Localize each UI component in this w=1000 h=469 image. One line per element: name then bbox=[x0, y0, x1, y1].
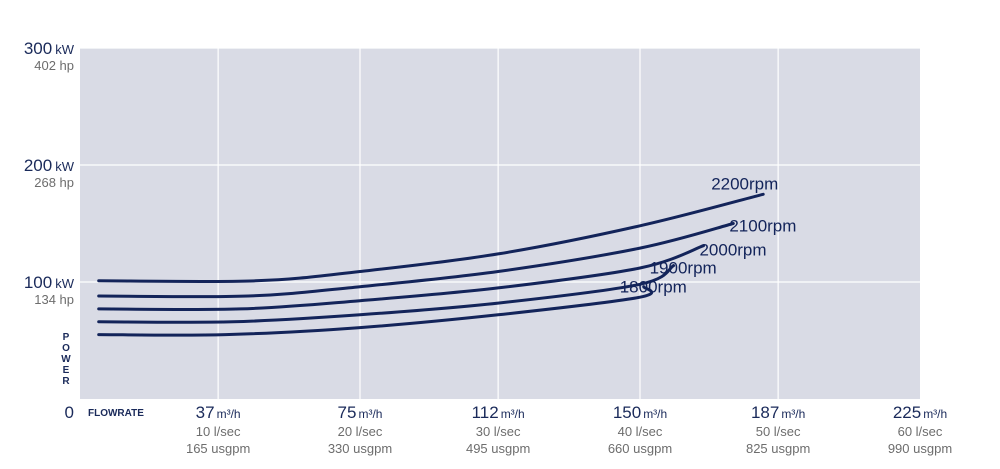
x-tick-value: 187 bbox=[751, 403, 779, 422]
x-tick-unit: m³/h bbox=[923, 407, 947, 421]
x-tick-label: 112 m³/h bbox=[472, 403, 525, 422]
series-label: 2200rpm bbox=[711, 174, 778, 193]
x-tick-sub-label: 50 l/sec bbox=[756, 424, 801, 439]
x-tick-label: 150 m³/h bbox=[613, 403, 667, 422]
series-line bbox=[97, 285, 654, 337]
x-tick-sub-label: 495 usgpm bbox=[466, 441, 530, 456]
series-label: 1800rpm bbox=[620, 278, 687, 297]
x-tick-sub-label: 20 l/sec bbox=[338, 424, 383, 439]
x-tick-unit: m³/h bbox=[643, 407, 667, 421]
x-axis-label: FLOWRATE bbox=[88, 408, 144, 419]
series-line bbox=[97, 244, 705, 312]
y-tick-unit: kW bbox=[55, 276, 75, 291]
series-label: 2100rpm bbox=[729, 217, 796, 236]
x-tick-sub-label: 40 l/sec bbox=[618, 424, 663, 439]
x-tick-sub-label: 30 l/sec bbox=[476, 424, 521, 439]
series-line bbox=[97, 222, 735, 299]
x-tick-sub-label: 165 usgpm bbox=[186, 441, 250, 456]
x-tick-unit: m³/h bbox=[501, 407, 525, 421]
y-tick-value: 100 bbox=[24, 273, 52, 292]
x-tick-sub-label: 330 usgpm bbox=[328, 441, 392, 456]
y-axis-label-letter: W bbox=[61, 354, 71, 365]
x-tick-sub-label: 990 usgpm bbox=[888, 441, 952, 456]
x-tick-value: 37 bbox=[196, 403, 215, 422]
x-tick-unit: m³/h bbox=[358, 407, 382, 421]
series-line bbox=[97, 192, 765, 284]
plot-background bbox=[80, 48, 920, 399]
x-tick-label: 37 m³/h bbox=[196, 403, 241, 422]
x-tick-unit: m³/h bbox=[217, 407, 241, 421]
x-tick-value: 225 bbox=[893, 403, 921, 422]
y-tick-value: 200 bbox=[24, 156, 52, 175]
x-tick-sub-label: 825 usgpm bbox=[746, 441, 810, 456]
series-label: 1900rpm bbox=[650, 259, 717, 278]
y-axis-label-letter: O bbox=[62, 343, 70, 354]
y-tick-label: 100 kW bbox=[24, 273, 75, 292]
y-zero-label: 0 bbox=[65, 403, 74, 422]
x-tick-unit: m³/h bbox=[781, 407, 805, 421]
series-line bbox=[97, 264, 676, 324]
x-tick-label: 225 m³/h bbox=[893, 403, 947, 422]
y-tick-unit: kW bbox=[55, 159, 75, 174]
x-tick-value: 112 bbox=[472, 403, 499, 422]
x-tick-sub-label: 10 l/sec bbox=[196, 424, 241, 439]
y-axis-label-letter: E bbox=[63, 365, 70, 376]
y-tick-label: 300 kW bbox=[24, 39, 75, 58]
x-tick-value: 150 bbox=[613, 403, 641, 422]
y-tick-sub-label: 402 hp bbox=[34, 58, 74, 73]
x-tick-sub-label: 60 l/sec bbox=[898, 424, 943, 439]
x-tick-value: 75 bbox=[338, 403, 357, 422]
x-tick-label: 187 m³/h bbox=[751, 403, 805, 422]
x-tick-label: 75 m³/h bbox=[338, 403, 383, 422]
y-tick-unit: kW bbox=[55, 42, 75, 57]
y-tick-label: 200 kW bbox=[24, 156, 75, 175]
y-axis-label-letter: R bbox=[62, 376, 70, 387]
y-tick-value: 300 bbox=[24, 39, 52, 58]
series-label: 2000rpm bbox=[699, 241, 766, 260]
y-tick-sub-label: 134 hp bbox=[34, 292, 74, 307]
series-lines bbox=[97, 192, 765, 337]
y-axis-label-letter: P bbox=[63, 332, 70, 343]
y-tick-sub-label: 268 hp bbox=[34, 175, 74, 190]
x-tick-sub-label: 660 usgpm bbox=[608, 441, 672, 456]
